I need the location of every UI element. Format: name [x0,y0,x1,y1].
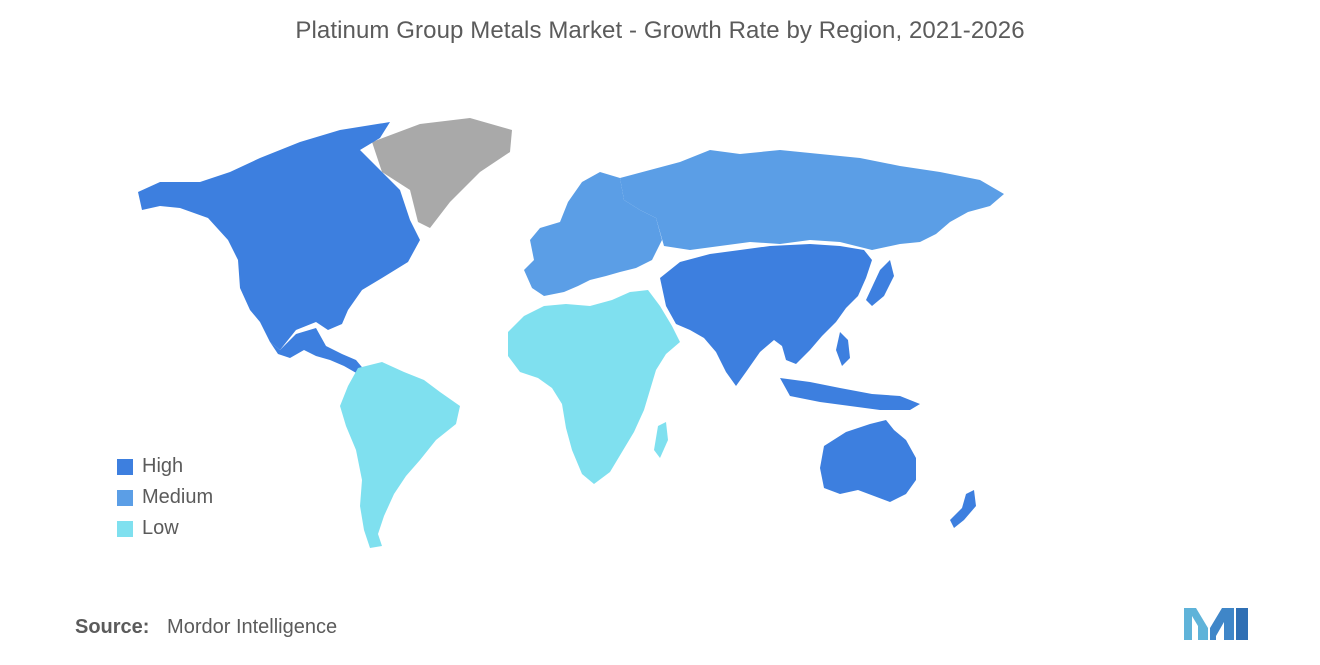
region-south-america [340,362,460,548]
region-australia [820,420,916,502]
legend-label: Medium [142,486,214,508]
legend-swatch-medium [117,489,133,506]
region-russia [620,150,1004,250]
region-middle-east-africa [508,290,680,484]
chart-title: Platinum Group Metals Market - Growth Ra… [295,17,1025,44]
mordor-intelligence-logo-icon [1184,608,1248,640]
legend-item-high: High [117,451,213,482]
legend-item-medium: Medium [117,482,213,513]
legend-swatch-high [117,458,133,475]
region-southeast-asia-islands [780,378,920,410]
legend: High Medium Low [117,451,213,544]
region-philippines [836,332,850,366]
region-north-america [138,122,420,350]
region-japan [866,260,894,306]
region-madagascar [654,422,668,458]
region-greenland [372,118,512,228]
source-line: Source: Mordor Intelligence [75,616,337,639]
source-label: Source: [75,616,150,638]
source-value: Mordor Intelligence [167,616,338,638]
region-europe [524,172,662,296]
legend-label: High [142,455,184,477]
legend-item-low: Low [117,513,213,544]
region-central-america [270,328,366,374]
world-map [138,118,1004,548]
legend-swatch-low [117,520,133,537]
legend-label: Low [142,517,179,539]
region-asia [660,244,872,386]
region-new-zealand [950,490,976,528]
